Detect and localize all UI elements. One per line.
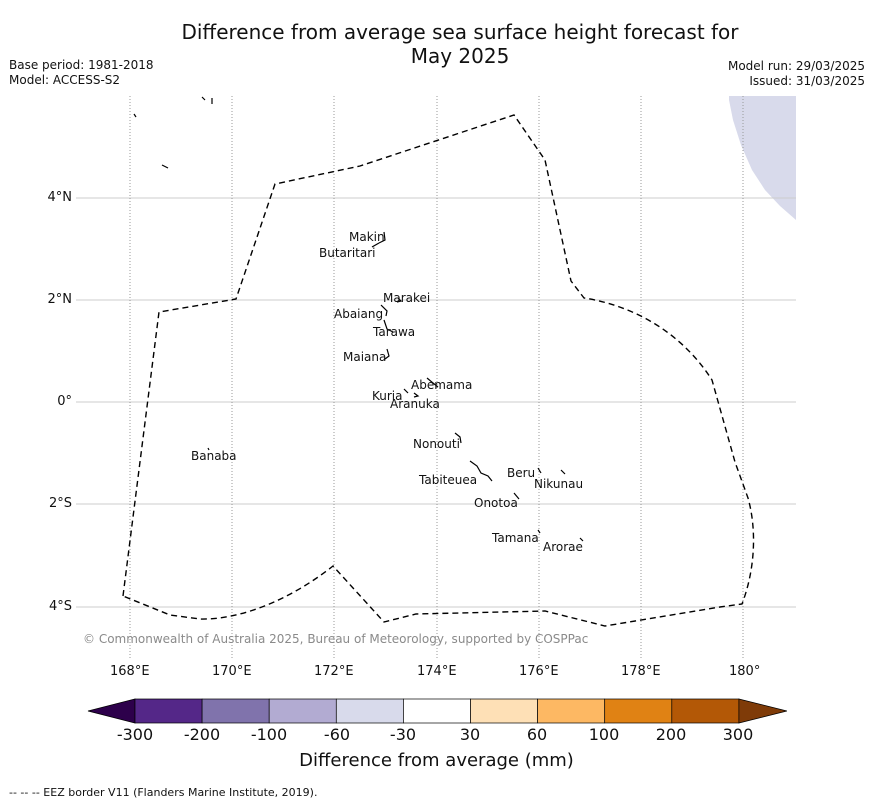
model-name: Model: ACCESS-S2 xyxy=(9,73,121,87)
colorbar-tick: 60 xyxy=(526,725,548,744)
colorbar-tick: -100 xyxy=(250,725,288,744)
label-aranuka: Aranuka xyxy=(390,397,440,411)
marakei-shape xyxy=(396,297,403,303)
tamana-shape xyxy=(537,529,541,534)
lon-tick-172e: 172°E xyxy=(314,664,354,679)
colorbar-tick: 100 xyxy=(588,725,620,744)
colorbar-tick: -30 xyxy=(389,725,417,744)
arorae-shape xyxy=(579,537,584,542)
tabiteuea-shape xyxy=(469,460,493,482)
label-makin: Makin xyxy=(349,230,385,244)
meta-right: Model run: 29/03/2025 Issued: 31/03/2025 xyxy=(728,59,865,89)
lon-tick-180: 180° xyxy=(729,664,761,679)
nw-islet-2 xyxy=(161,164,169,169)
label-kuria: Kuria xyxy=(372,389,403,403)
butaritari-shape xyxy=(371,242,380,248)
colorbar xyxy=(87,698,787,724)
label-banaba: Banaba xyxy=(191,449,237,463)
eez-footnote: -- -- -- EEZ border V11 (Flanders Marine… xyxy=(9,786,318,799)
colorbar-tick: 200 xyxy=(655,725,687,744)
colorbar-extend-high xyxy=(738,698,787,724)
nonouti-shape xyxy=(454,432,462,444)
nw-islet-3 xyxy=(201,96,213,104)
label-butaritari: Butaritari xyxy=(319,246,376,260)
lon-gridlines xyxy=(129,96,744,660)
copyright-notice: © Commonwealth of Australia 2025, Bureau… xyxy=(83,632,589,646)
lon-tick-176e: 176°E xyxy=(519,664,559,679)
colorbar-extend-low xyxy=(87,698,136,724)
label-nikunau: Nikunau xyxy=(534,477,584,491)
colorbar-tick: -300 xyxy=(116,725,154,744)
onotoa-shape xyxy=(513,492,520,500)
nikunau-shape xyxy=(560,469,566,475)
lon-tick-178e: 178°E xyxy=(621,664,661,679)
label-tabiteuea: Tabiteuea xyxy=(419,473,478,487)
title-line-1: Difference from average sea surface heig… xyxy=(181,20,739,44)
colorbar-segment xyxy=(470,698,538,724)
nw-islet-1 xyxy=(133,113,137,118)
tarawa-shape xyxy=(383,319,394,333)
lat-tick-2n: 2°N xyxy=(47,292,73,307)
colorbar-segment xyxy=(537,698,606,724)
colorbar-segment xyxy=(134,698,203,724)
island-shapes xyxy=(133,96,584,542)
colorbar-segment xyxy=(403,698,471,724)
abaiang-shape xyxy=(380,304,388,317)
label-marakei: Marakei xyxy=(383,291,431,305)
makin-shape xyxy=(378,231,386,244)
map-title: Difference from average sea surface heig… xyxy=(80,20,840,68)
kuria-shape xyxy=(403,388,409,394)
label-abemama: Abemama xyxy=(411,378,473,392)
title-line-2: May 2025 xyxy=(410,44,510,68)
lat-tick-0: 0° xyxy=(57,394,72,409)
label-beru: Beru xyxy=(507,466,536,480)
colorbar-tick: 30 xyxy=(459,725,481,744)
label-maiana: Maiana xyxy=(343,350,387,364)
lat-gridlines xyxy=(76,197,796,608)
colorbar-title: Difference from average (mm) xyxy=(299,750,574,771)
label-nonouti: Nonouti xyxy=(413,437,460,451)
anomaly-region-northeast xyxy=(729,96,796,220)
label-arorae: Arorae xyxy=(543,540,583,554)
colorbar-tick: -60 xyxy=(323,725,351,744)
colorbar-segment xyxy=(671,698,740,724)
label-onotoa: Onotoa xyxy=(474,496,518,510)
aranuka-shape xyxy=(413,392,420,398)
beru-shape xyxy=(537,467,542,474)
lat-tick-4s: 4°S xyxy=(48,599,72,614)
colorbar-segment xyxy=(335,698,404,724)
colorbar-tick: 300 xyxy=(722,725,754,744)
lon-tick-170e: 170°E xyxy=(212,664,252,679)
colorbar-segment xyxy=(604,698,673,724)
colorbar-segment xyxy=(268,698,337,724)
model-run: Model run: 29/03/2025 xyxy=(727,59,865,73)
lat-tick-2s: 2°S xyxy=(48,496,72,511)
colorbar-tick: -200 xyxy=(183,725,221,744)
base-period: Base period: 1981-2018 xyxy=(9,58,154,72)
abemama-shape xyxy=(426,377,439,388)
colorbar-segment xyxy=(201,698,270,724)
meta-left: Base period: 1981-2018 Model: ACCESS-S2 xyxy=(9,58,154,88)
label-tamana: Tamana xyxy=(492,531,539,545)
issued-date: Issued: 31/03/2025 xyxy=(749,74,865,88)
banaba-shape xyxy=(207,447,210,451)
eez-border xyxy=(122,114,755,627)
label-tarawa: Tarawa xyxy=(373,325,416,339)
lon-tick-174e: 174°E xyxy=(417,664,457,679)
lon-tick-168e: 168°E xyxy=(110,664,150,679)
maiana-shape xyxy=(384,348,390,360)
lat-tick-4n: 4°N xyxy=(47,190,73,205)
label-abaiang: Abaiang xyxy=(334,307,384,321)
